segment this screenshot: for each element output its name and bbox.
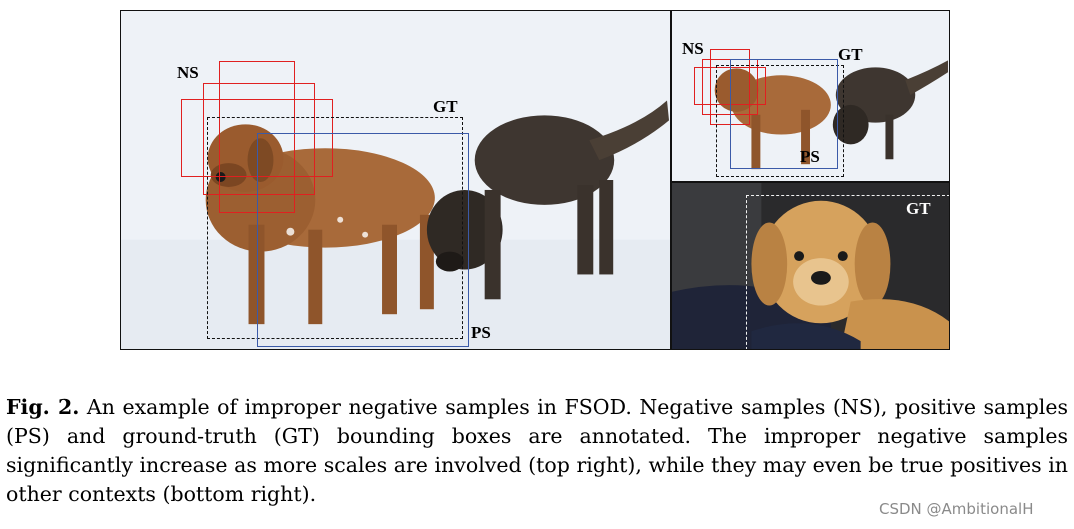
ground-truth-box — [207, 117, 463, 339]
watermark: CSDN @AmbitionalH — [876, 500, 1037, 518]
two-dogs-snow-photo — [121, 11, 670, 349]
dark-dog-figure — [426, 100, 670, 300]
figure-caption: Fig. 2. An example of improper negative … — [6, 393, 1068, 509]
caption-text: An example of improper negative samples … — [6, 395, 1068, 506]
gt-label: GT — [838, 45, 863, 64]
bottom-right-figure-panel: GT — [671, 182, 950, 350]
gt-label: GT — [906, 199, 931, 218]
two-dogs-snow-photo-small — [672, 11, 949, 181]
ns-label: NS — [682, 39, 704, 58]
ground-truth-box — [716, 65, 844, 177]
brown-dog-figure — [205, 124, 435, 325]
main-figure-panel: NS GT PS — [120, 10, 671, 350]
positive-sample-box — [257, 133, 469, 347]
top-right-figure-panel: NS GT PS — [671, 10, 950, 182]
caption-label: Fig. 2. — [6, 395, 80, 419]
negative-sample-box — [203, 83, 315, 195]
ns-label: NS — [177, 63, 199, 82]
positive-sample-box — [730, 59, 838, 169]
ps-label: PS — [471, 323, 491, 342]
ps-label: PS — [800, 147, 820, 166]
golden-retriever-photo — [672, 183, 949, 349]
gt-label: GT — [433, 97, 458, 116]
ground-truth-box — [746, 195, 949, 349]
